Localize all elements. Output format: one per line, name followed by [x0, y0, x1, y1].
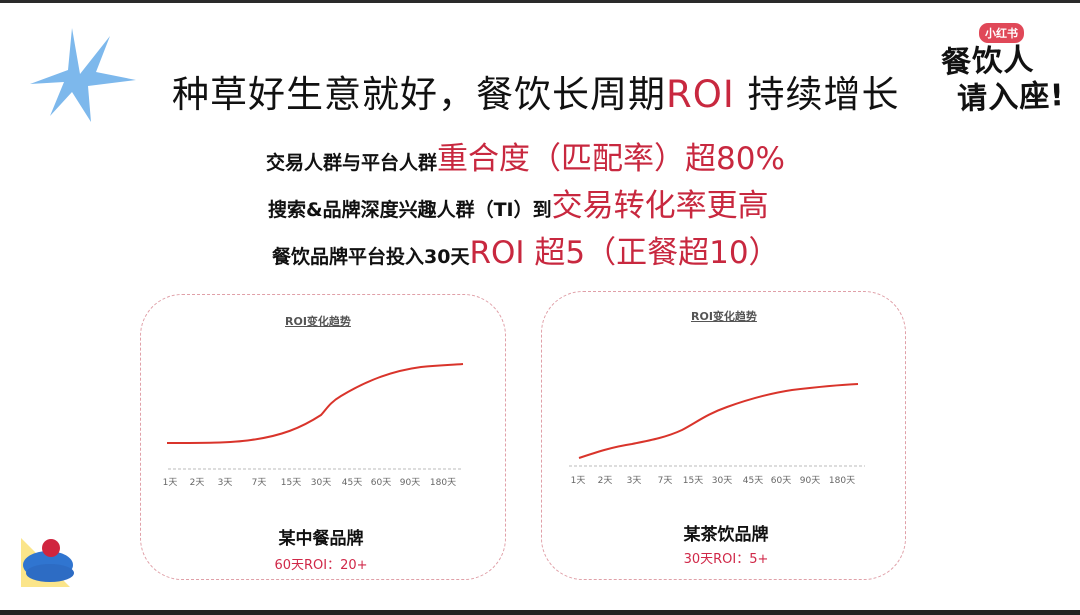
x-tick: 45天 — [341, 478, 363, 488]
x-tick: 1天 — [162, 478, 178, 488]
roi-line-chart — [166, 363, 464, 470]
roi-label: 30天ROI：5+ — [683, 552, 769, 567]
point-prefix: 搜索&品牌深度兴趣人群（TI）到 — [268, 199, 552, 221]
title-part1: 种草好生意就好，餐饮长周期 — [172, 73, 666, 116]
point-highlight: ROI 超5（正餐超10） — [469, 235, 780, 271]
window-bottom-bar — [0, 610, 1080, 615]
title-highlight: ROI — [666, 73, 735, 116]
x-tick: 180天 — [828, 476, 856, 486]
x-tick: 60天 — [770, 476, 792, 486]
x-tick: 60天 — [370, 478, 392, 488]
chart-title: ROI变化趋势 — [285, 315, 351, 328]
x-tick: 7天 — [657, 476, 673, 486]
x-tick: 30天 — [711, 476, 733, 486]
point-highlight: 交易转化率更高 — [551, 188, 769, 224]
logo-badge: 小红书 — [979, 23, 1024, 43]
x-tick: 15天 — [280, 478, 302, 488]
x-tick: 3天 — [217, 478, 233, 488]
roi-label: 60天ROI：20+ — [274, 558, 368, 573]
slide-title: 种草好生意就好，餐饮长周期ROI 持续增长 — [172, 64, 900, 118]
x-tick: 90天 — [799, 476, 821, 486]
chart-card-tea-brand: ROI变化趋势 1天 2天 3天 7天 15天 30天 45天 60天 90天 … — [541, 291, 906, 580]
brand-label: 某中餐品牌 — [278, 529, 364, 549]
roi-line-chart — [569, 383, 865, 467]
x-tick: 3天 — [626, 476, 642, 486]
point-prefix: 交易人群与平台人群 — [266, 152, 438, 174]
x-tick: 2天 — [189, 478, 205, 488]
brand-label: 某茶饮品牌 — [683, 525, 769, 545]
x-tick: 15天 — [682, 476, 704, 486]
point-2: 搜索&品牌深度兴趣人群（TI）到交易转化率更高 — [268, 180, 769, 225]
title-part2: 持续增长 — [734, 73, 900, 116]
x-tick: 30天 — [310, 478, 332, 488]
window-top-bar — [0, 0, 1080, 3]
cake-decoration-icon — [21, 538, 74, 587]
point-prefix: 餐饮品牌平台投入30天 — [272, 246, 470, 268]
x-tick: 45天 — [742, 476, 764, 486]
xiaohongshu-logo: 小红书 餐饮人 请入座! — [935, 18, 1065, 117]
blue-star-icon — [30, 28, 136, 122]
chart-card-chinese-restaurant: ROI变化趋势 1天 2天 3天 7天 15天 30天 45天 60天 90天 … — [140, 294, 506, 580]
point-1: 交易人群与平台人群重合度（匹配率）超80% — [266, 133, 785, 178]
x-tick: 1天 — [570, 476, 586, 486]
x-tick: 90天 — [399, 478, 421, 488]
point-highlight: 重合度（匹配率）超80% — [437, 141, 785, 177]
logo-line2: 请入座! — [956, 78, 1066, 117]
x-tick: 2天 — [597, 476, 613, 486]
point-3: 餐饮品牌平台投入30天ROI 超5（正餐超10） — [272, 227, 780, 272]
x-tick: 180天 — [429, 478, 457, 488]
x-tick: 7天 — [251, 478, 267, 488]
chart-title: ROI变化趋势 — [691, 310, 757, 323]
